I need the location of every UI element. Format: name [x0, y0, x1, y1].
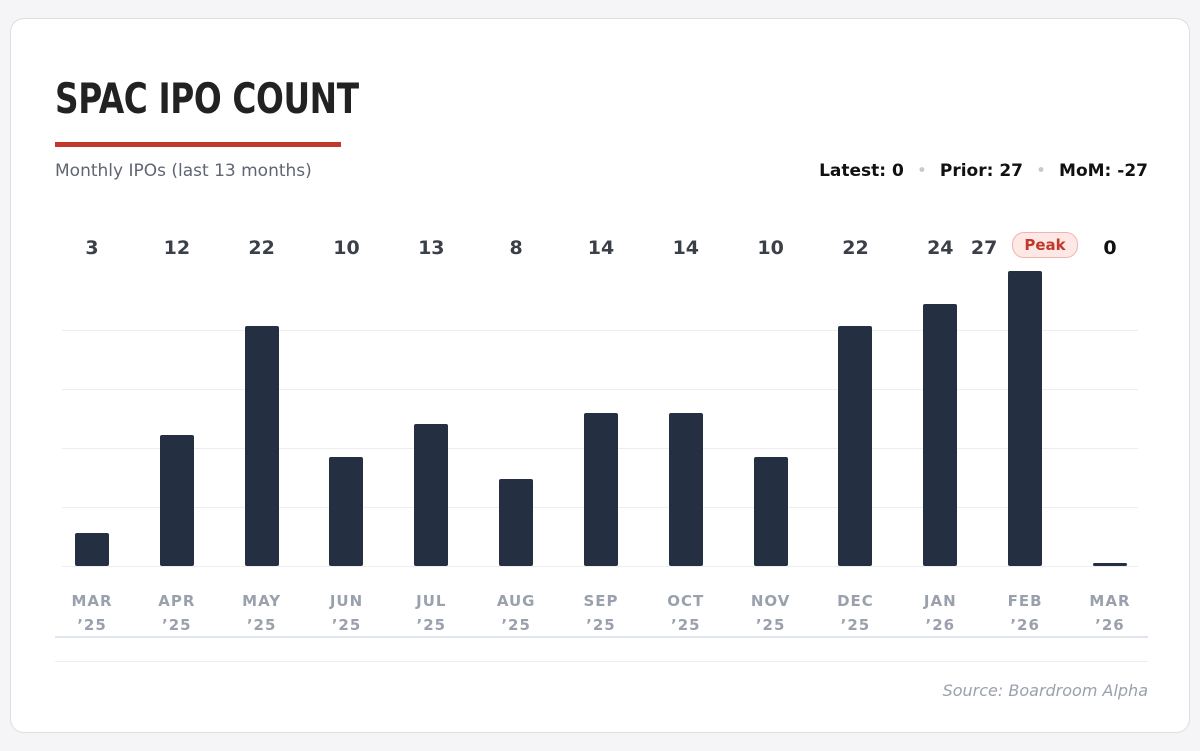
- bar: [499, 478, 534, 566]
- grid-line: [62, 330, 1138, 331]
- bar: [1092, 563, 1127, 566]
- value-label: 10: [333, 237, 360, 259]
- value-label: 22: [842, 237, 869, 259]
- value-label: 22: [248, 237, 275, 259]
- value-label: 10: [757, 237, 784, 259]
- value-label: 24: [927, 237, 954, 259]
- bar: [583, 413, 618, 566]
- value-label: 13: [418, 237, 445, 259]
- x-tick-label: DEC ’25: [837, 592, 874, 634]
- x-tick-label: AUG ’25: [496, 592, 536, 634]
- separator: •: [916, 161, 927, 181]
- bar: [414, 423, 449, 566]
- x-tick-label: JUN ’25: [329, 592, 364, 634]
- subtitle: Monthly IPOs (last 13 months): [55, 161, 312, 181]
- grid-line: [62, 566, 1138, 567]
- bar: [244, 325, 279, 566]
- x-tick-label: SEP ’25: [583, 592, 619, 634]
- stat-value: 0: [892, 161, 904, 181]
- x-tick-label: MAR ’26: [1089, 592, 1131, 634]
- value-label: 14: [672, 237, 700, 259]
- bar: [838, 325, 873, 566]
- stat-value: 27: [999, 161, 1024, 181]
- x-tick-label: NOV ’25: [750, 592, 791, 634]
- stat-label: MoM:: [1059, 161, 1112, 181]
- card: [10, 18, 1190, 733]
- bar: [1008, 271, 1043, 566]
- x-tick-label: MAR ’25: [71, 592, 113, 634]
- value-label: 14: [587, 237, 615, 259]
- bar: [923, 303, 958, 566]
- stat-label: Prior:: [939, 161, 994, 181]
- stats: Latest: 0 • Prior: 27 • MoM: -27: [819, 161, 1148, 181]
- value-label: 0: [1103, 237, 1117, 259]
- x-tick-label: MAY ’25: [242, 592, 282, 634]
- bar: [75, 533, 109, 566]
- bar: [159, 434, 194, 566]
- value-label: 8: [509, 237, 523, 259]
- value-label: 12: [163, 237, 191, 259]
- value-label: 3: [85, 237, 99, 259]
- grid-line: [62, 389, 1138, 390]
- bar: [668, 413, 703, 566]
- x-tick-label: OCT ’25: [667, 592, 705, 634]
- stat-value: -27: [1117, 161, 1148, 181]
- stat-label: Latest:: [819, 161, 887, 181]
- bar: [329, 456, 364, 566]
- footer-line: [55, 661, 1148, 662]
- source: Source: Boardroom Alpha: [942, 681, 1148, 700]
- x-tick-label: APR ’25: [158, 592, 196, 634]
- chart-title: SPAC IPO COUNT: [55, 74, 359, 123]
- axis-line: [55, 636, 1148, 638]
- x-tick-label: JAN ’26: [923, 592, 957, 634]
- peak-badge: Peak: [1012, 232, 1078, 258]
- value-label: 27: [970, 237, 998, 259]
- separator: •: [1036, 161, 1047, 181]
- bar: [753, 456, 788, 566]
- x-tick-label: FEB ’26: [1007, 592, 1043, 634]
- x-tick-label: JUL ’25: [416, 592, 447, 634]
- title-rule: [55, 142, 341, 147]
